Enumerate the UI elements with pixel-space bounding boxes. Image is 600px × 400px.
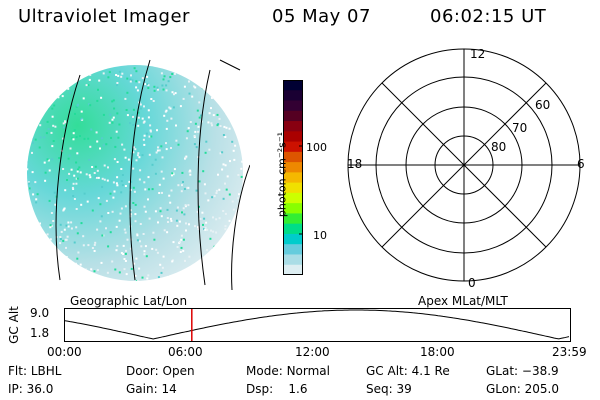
colorbar-cell [283, 141, 303, 153]
mlt-label-6: 6 [577, 157, 585, 171]
colorbar-cell [283, 172, 303, 184]
app-title: Ultraviolet Imager [18, 6, 190, 27]
status-glon-label: GLon: [486, 382, 521, 396]
status-mode: Mode: Normal [246, 364, 330, 378]
colorbar-cell [283, 121, 303, 132]
status-door: Door: Open [126, 364, 195, 378]
status-mode-value: Normal [286, 364, 330, 378]
altitude-plot-frame [64, 308, 571, 342]
lat-label-70: 70 [512, 121, 528, 135]
lat-label-80: 80 [491, 140, 507, 154]
altitude-xtick-1: 06:00 [168, 345, 203, 359]
status-mode-label: Mode: [246, 364, 283, 378]
projection-label-left: Geographic Lat/Lon [70, 294, 188, 308]
projection-label-right: Apex MLat/MLT [418, 294, 508, 308]
status-dsp: Dsp: 1.6 [246, 382, 308, 396]
status-gc-alt: GC Alt: 4.1 Re [366, 364, 450, 378]
colorbar-cell [283, 182, 303, 194]
status-filter-label: Flt: [8, 364, 27, 378]
altitude-xtick-4: 23:59 [552, 345, 587, 359]
status-glat-label: GLat: [486, 364, 519, 378]
emission-disk [27, 65, 243, 281]
altitude-ylabel: GC Alt [7, 306, 21, 344]
status-gc-alt-value: 4.1 Re [411, 364, 450, 378]
status-filter-value: LBHL [30, 364, 62, 378]
status-dsp-value: 1.6 [288, 382, 308, 396]
colorbar-tick-10: 10 [313, 229, 327, 242]
status-gain: Gain: 14 [126, 382, 177, 396]
altitude-xtick-3: 18:00 [420, 345, 455, 359]
status-glon-value: 205.0 [524, 382, 559, 396]
mlt-label-18: 18 [347, 157, 363, 171]
status-gain-value: 14 [161, 382, 177, 396]
colorbar-cell [283, 203, 303, 214]
colorbar-cell [283, 131, 303, 143]
colorbar-cell [283, 264, 303, 275]
altitude-ytick-min: 1.8 [30, 326, 50, 340]
colorbar-cell [283, 100, 303, 112]
altitude-ytick-max: 9.0 [30, 306, 50, 320]
colorbar-cell [283, 213, 303, 225]
colorbar-cell [283, 254, 303, 266]
altitude-xtick-2: 12:00 [295, 345, 330, 359]
meridian-diag-b [381, 82, 547, 248]
colorbar-cell [283, 90, 303, 102]
status-seq-label: Seq: [366, 382, 393, 396]
colorbar-cell [283, 151, 303, 163]
status-ip: IP: 36.0 [8, 382, 53, 396]
altitude-xtick-0: 00:00 [47, 345, 82, 359]
auroral-image [27, 59, 250, 290]
altitude-curve [64, 309, 570, 340]
observation-date: 05 May 07 [272, 6, 371, 27]
status-glat-value: −38.9 [521, 364, 559, 378]
colorbar-cell [283, 80, 303, 91]
mlt-label-12: 12 [470, 47, 486, 61]
colorbar-cell [283, 223, 303, 235]
status-dsp-label: Dsp: [246, 382, 274, 396]
colorbar-cell [283, 110, 303, 122]
status-door-value: Open [162, 364, 195, 378]
status-ip-value: 36.0 [26, 382, 54, 396]
colorbar-cell [283, 244, 303, 255]
status-seq-value: 39 [396, 382, 412, 396]
status-gain-label: Gain: [126, 382, 158, 396]
lat-label-60: 60 [535, 98, 551, 112]
status-ip-label: IP: [8, 382, 23, 396]
colorbar [283, 80, 303, 275]
colorbar-cell [283, 162, 303, 173]
status-gc-alt-label: GC Alt: [366, 364, 408, 378]
colorbar-unit-label: photon cm⁻²s⁻¹ [275, 131, 289, 218]
observation-time: 06:02:15 UT [430, 6, 547, 27]
geographic-longitude-lines [55, 59, 250, 290]
colorbar-tick-100: 100 [306, 141, 327, 154]
status-glat: GLat: −38.9 [486, 364, 559, 378]
status-filter: Flt: LBHL [8, 364, 61, 378]
altitude-plot [64, 308, 571, 342]
colorbar-cell [283, 192, 303, 204]
status-seq: Seq: 39 [366, 382, 412, 396]
status-door-label: Door: [126, 364, 159, 378]
colorbar-cell [283, 233, 303, 245]
polar-grid [347, 48, 581, 282]
mlt-label-0: 0 [468, 276, 476, 290]
status-glon: GLon: 205.0 [486, 382, 559, 396]
